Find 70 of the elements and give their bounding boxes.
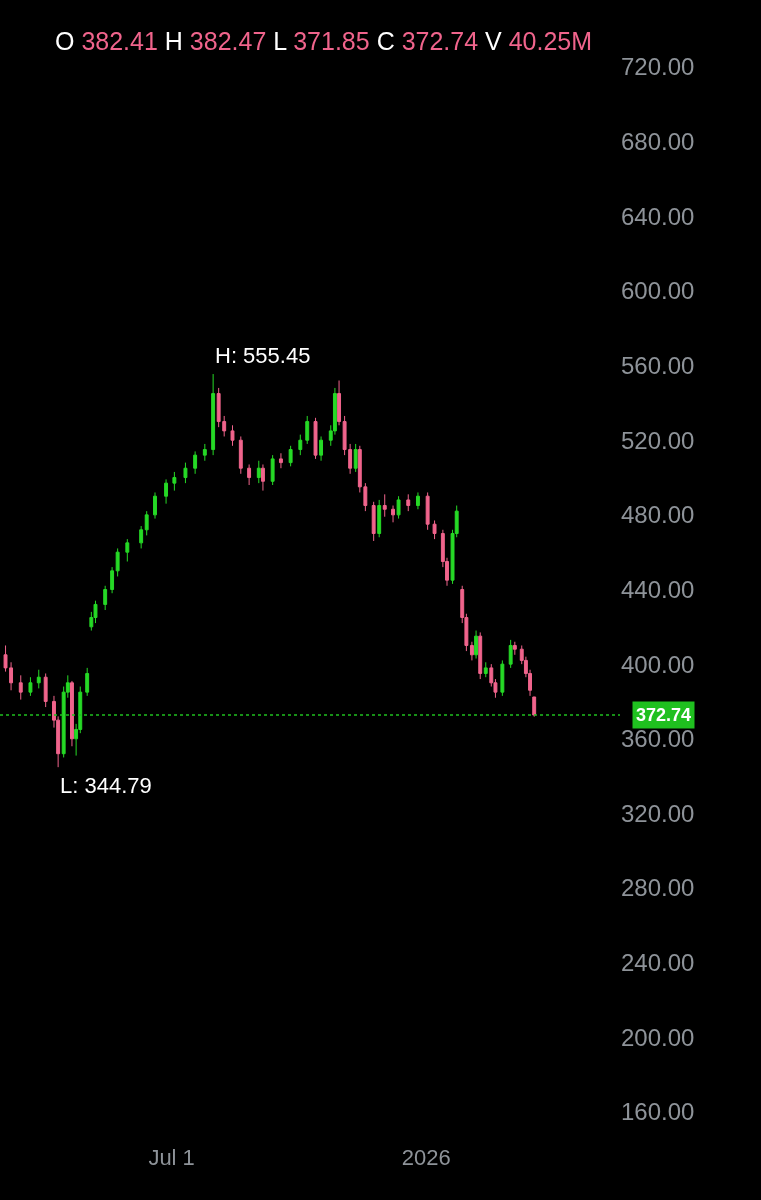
y-tick-label: 720.00 bbox=[621, 53, 695, 81]
candlestick bbox=[396, 495, 401, 520]
candlestick bbox=[371, 501, 376, 542]
candlestick bbox=[153, 491, 157, 520]
candlestick bbox=[532, 696, 537, 718]
candlestick bbox=[391, 505, 395, 523]
candlestick bbox=[144, 510, 149, 536]
candlestick bbox=[110, 566, 115, 594]
x-tick-label: 2026 bbox=[401, 1145, 451, 1170]
candlestick bbox=[353, 443, 358, 473]
candlestick bbox=[406, 493, 411, 512]
y-tick-label: 520.00 bbox=[621, 426, 695, 454]
candlestick bbox=[288, 445, 293, 467]
candlestick bbox=[164, 478, 169, 505]
candlestick bbox=[247, 463, 252, 486]
y-tick-label: 160.00 bbox=[621, 1098, 695, 1126]
candlestick bbox=[18, 674, 23, 701]
candlestick bbox=[382, 493, 387, 518]
y-tick-label: 400.00 bbox=[621, 650, 695, 678]
candlestick bbox=[298, 434, 303, 456]
candlestick bbox=[238, 435, 243, 475]
candlestick bbox=[36, 669, 41, 689]
candlestick bbox=[256, 460, 261, 484]
y-tick-label: 360.00 bbox=[621, 725, 695, 753]
candlestick bbox=[115, 547, 120, 577]
candlestick bbox=[474, 630, 479, 660]
candlestick bbox=[425, 491, 430, 531]
candlestick bbox=[183, 462, 188, 484]
candlestick bbox=[43, 672, 48, 708]
y-tick-label: 600.00 bbox=[621, 277, 695, 305]
candlestick bbox=[319, 435, 324, 462]
annotation: L: 344.79 bbox=[60, 773, 152, 798]
candlestick bbox=[508, 639, 513, 669]
candlestick bbox=[85, 667, 90, 697]
candlestick bbox=[500, 659, 505, 697]
y-tick-label: 280.00 bbox=[621, 874, 695, 902]
candlestick bbox=[377, 499, 382, 538]
candlestick bbox=[172, 471, 177, 492]
y-tick-label: 200.00 bbox=[621, 1023, 695, 1051]
ref-line-label: 372.74 bbox=[636, 705, 692, 725]
y-tick-label: 560.00 bbox=[621, 351, 695, 379]
candlestick bbox=[478, 631, 483, 680]
candlestick bbox=[125, 538, 130, 563]
candlestick bbox=[432, 519, 437, 540]
y-tick-label: 640.00 bbox=[621, 202, 695, 230]
candlestick bbox=[270, 454, 275, 486]
candlestick bbox=[278, 452, 283, 469]
candlestick bbox=[337, 380, 342, 426]
candlestick bbox=[202, 443, 207, 462]
annotation: H: 555.45 bbox=[215, 343, 311, 368]
y-tick-label: 680.00 bbox=[621, 128, 695, 156]
y-tick-label: 480.00 bbox=[621, 501, 695, 529]
candlestick bbox=[415, 491, 420, 510]
candlestick bbox=[305, 415, 310, 445]
y-tick-label: 440.00 bbox=[621, 575, 695, 603]
x-tick-label: Jul 1 bbox=[148, 1145, 195, 1170]
candlestick bbox=[211, 373, 216, 456]
candlestick bbox=[230, 424, 235, 447]
candlestick bbox=[469, 641, 474, 661]
candlestick bbox=[28, 676, 33, 697]
candlestick bbox=[70, 680, 74, 747]
candlestick bbox=[313, 417, 318, 460]
candlestick bbox=[139, 525, 144, 549]
y-tick-label: 240.00 bbox=[621, 949, 695, 977]
candlestick bbox=[103, 585, 108, 611]
text: O 382.41 H 382.47 L 371.85 C 372.74 V 40.25M bbox=[55, 27, 593, 55]
candlestick bbox=[260, 463, 265, 492]
candlestick bbox=[483, 661, 488, 678]
candlestick bbox=[193, 450, 198, 475]
y-tick-label: 320.00 bbox=[621, 799, 695, 827]
